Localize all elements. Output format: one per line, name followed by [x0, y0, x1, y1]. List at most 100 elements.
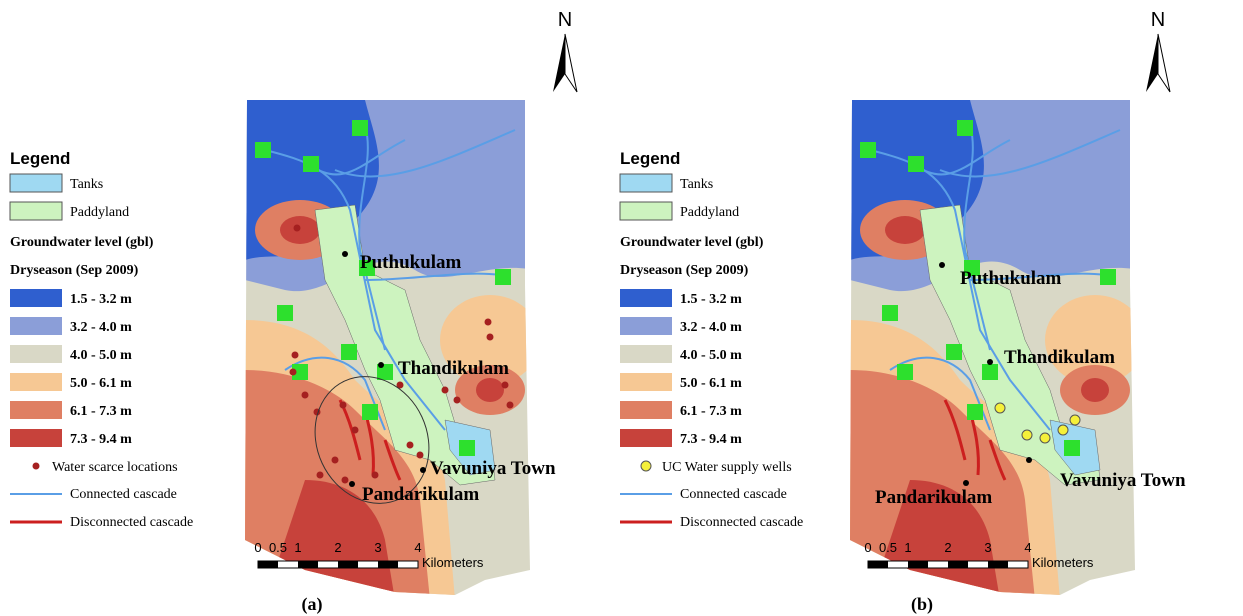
tank-square	[946, 344, 962, 360]
legend-heading: Groundwater level (gbl)	[10, 235, 154, 250]
zone	[280, 216, 320, 244]
legend-swatch	[620, 401, 672, 419]
scale-label: 0.5	[879, 540, 897, 555]
legend-swatch	[10, 345, 62, 363]
legend-swatch	[620, 174, 672, 192]
caption: (a)	[302, 594, 323, 615]
place-dot	[939, 262, 945, 268]
scale-seg	[338, 561, 358, 568]
zone	[1081, 378, 1109, 402]
legend-label: 1.5 - 3.2 m	[680, 292, 742, 307]
tank-square	[882, 305, 898, 321]
legend-swatch	[620, 345, 672, 363]
map-fill	[245, 100, 540, 600]
legend-label: Disconnected cascade	[70, 515, 193, 530]
north-arrow	[553, 34, 565, 92]
scale-label: 1	[904, 540, 911, 555]
point	[352, 427, 359, 434]
point	[372, 472, 379, 479]
legend-label: Paddyland	[70, 205, 129, 220]
map	[245, 100, 540, 600]
legend-swatch	[620, 373, 672, 391]
legend-label: 6.1 - 7.3 m	[680, 404, 742, 419]
place-label: Pandarikulam	[875, 487, 992, 508]
legend-label: Tanks	[680, 177, 713, 192]
point	[502, 382, 509, 389]
place-label: Thandikulam	[1004, 347, 1115, 368]
scale-label: 2	[334, 540, 341, 555]
tank-square	[255, 142, 271, 158]
legend-swatch	[10, 373, 62, 391]
tank-square	[957, 120, 973, 136]
tank-square	[362, 404, 378, 420]
place-label: Vavuniya Town	[430, 458, 556, 479]
tank-square	[908, 156, 924, 172]
legend-label: Tanks	[70, 177, 103, 192]
tank-square	[495, 269, 511, 285]
scale-label: 0	[254, 540, 261, 555]
legend-title: Legend	[10, 149, 70, 168]
legend-label: 7.3 - 9.4 m	[70, 432, 132, 447]
legend-swatch	[10, 401, 62, 419]
tank-square	[277, 305, 293, 321]
point	[417, 452, 424, 459]
legend-swatch	[620, 317, 672, 335]
scale-label: 0.5	[269, 540, 287, 555]
point	[995, 403, 1005, 413]
point	[1058, 425, 1068, 435]
zone	[476, 378, 504, 402]
legend-point	[33, 463, 40, 470]
legend-swatch	[620, 202, 672, 220]
point	[507, 402, 514, 409]
point	[317, 472, 324, 479]
place-label: Puthukulam	[360, 252, 462, 273]
scale-label: 4	[1024, 540, 1031, 555]
tank-square	[1064, 440, 1080, 456]
legend-swatch	[620, 429, 672, 447]
scale-seg	[908, 561, 928, 568]
point	[332, 457, 339, 464]
legend-label: Disconnected cascade	[680, 515, 803, 530]
point	[302, 392, 309, 399]
point	[1070, 415, 1080, 425]
north-arrow	[1146, 34, 1158, 92]
tank-square	[1100, 269, 1116, 285]
point	[294, 225, 301, 232]
legend-label: 4.0 - 5.0 m	[680, 348, 742, 363]
legend-label: 7.3 - 9.4 m	[680, 432, 742, 447]
scale-seg	[988, 561, 1008, 568]
legend-title: Legend	[620, 149, 680, 168]
point	[342, 477, 349, 484]
point	[292, 352, 299, 359]
tank-square	[897, 364, 913, 380]
tank-square	[982, 364, 998, 380]
place-dot	[349, 481, 355, 487]
place-dot	[963, 480, 969, 486]
north-label: N	[1151, 9, 1165, 31]
tank-square	[860, 142, 876, 158]
legend-label: 5.0 - 6.1 m	[70, 376, 132, 391]
legend-swatch	[10, 429, 62, 447]
place-label: Pandarikulam	[362, 484, 479, 505]
legend-label: 5.0 - 6.1 m	[680, 376, 742, 391]
legend-swatch	[10, 289, 62, 307]
legend-heading: Dryseason (Sep 2009)	[620, 263, 749, 278]
place-label: Thandikulam	[398, 358, 509, 379]
place-dot	[342, 251, 348, 257]
scale-label: 4	[414, 540, 421, 555]
north-arrow	[1158, 34, 1170, 92]
scale-label: 3	[984, 540, 991, 555]
legend-swatch	[10, 174, 62, 192]
scale-seg	[298, 561, 318, 568]
legend-point	[641, 461, 651, 471]
legend-label: Water scarce locations	[52, 460, 178, 475]
scale-unit: Kilometers	[422, 555, 484, 570]
scale-unit: Kilometers	[1032, 555, 1094, 570]
point	[340, 402, 347, 409]
place-dot	[987, 359, 993, 365]
north-label: N	[558, 9, 572, 31]
legend-label: 3.2 - 4.0 m	[680, 320, 742, 335]
legend-swatch	[10, 202, 62, 220]
figure: Puthukulam Thandikulam Vavuniya Town Pandar…	[0, 0, 1243, 616]
point	[442, 387, 449, 394]
